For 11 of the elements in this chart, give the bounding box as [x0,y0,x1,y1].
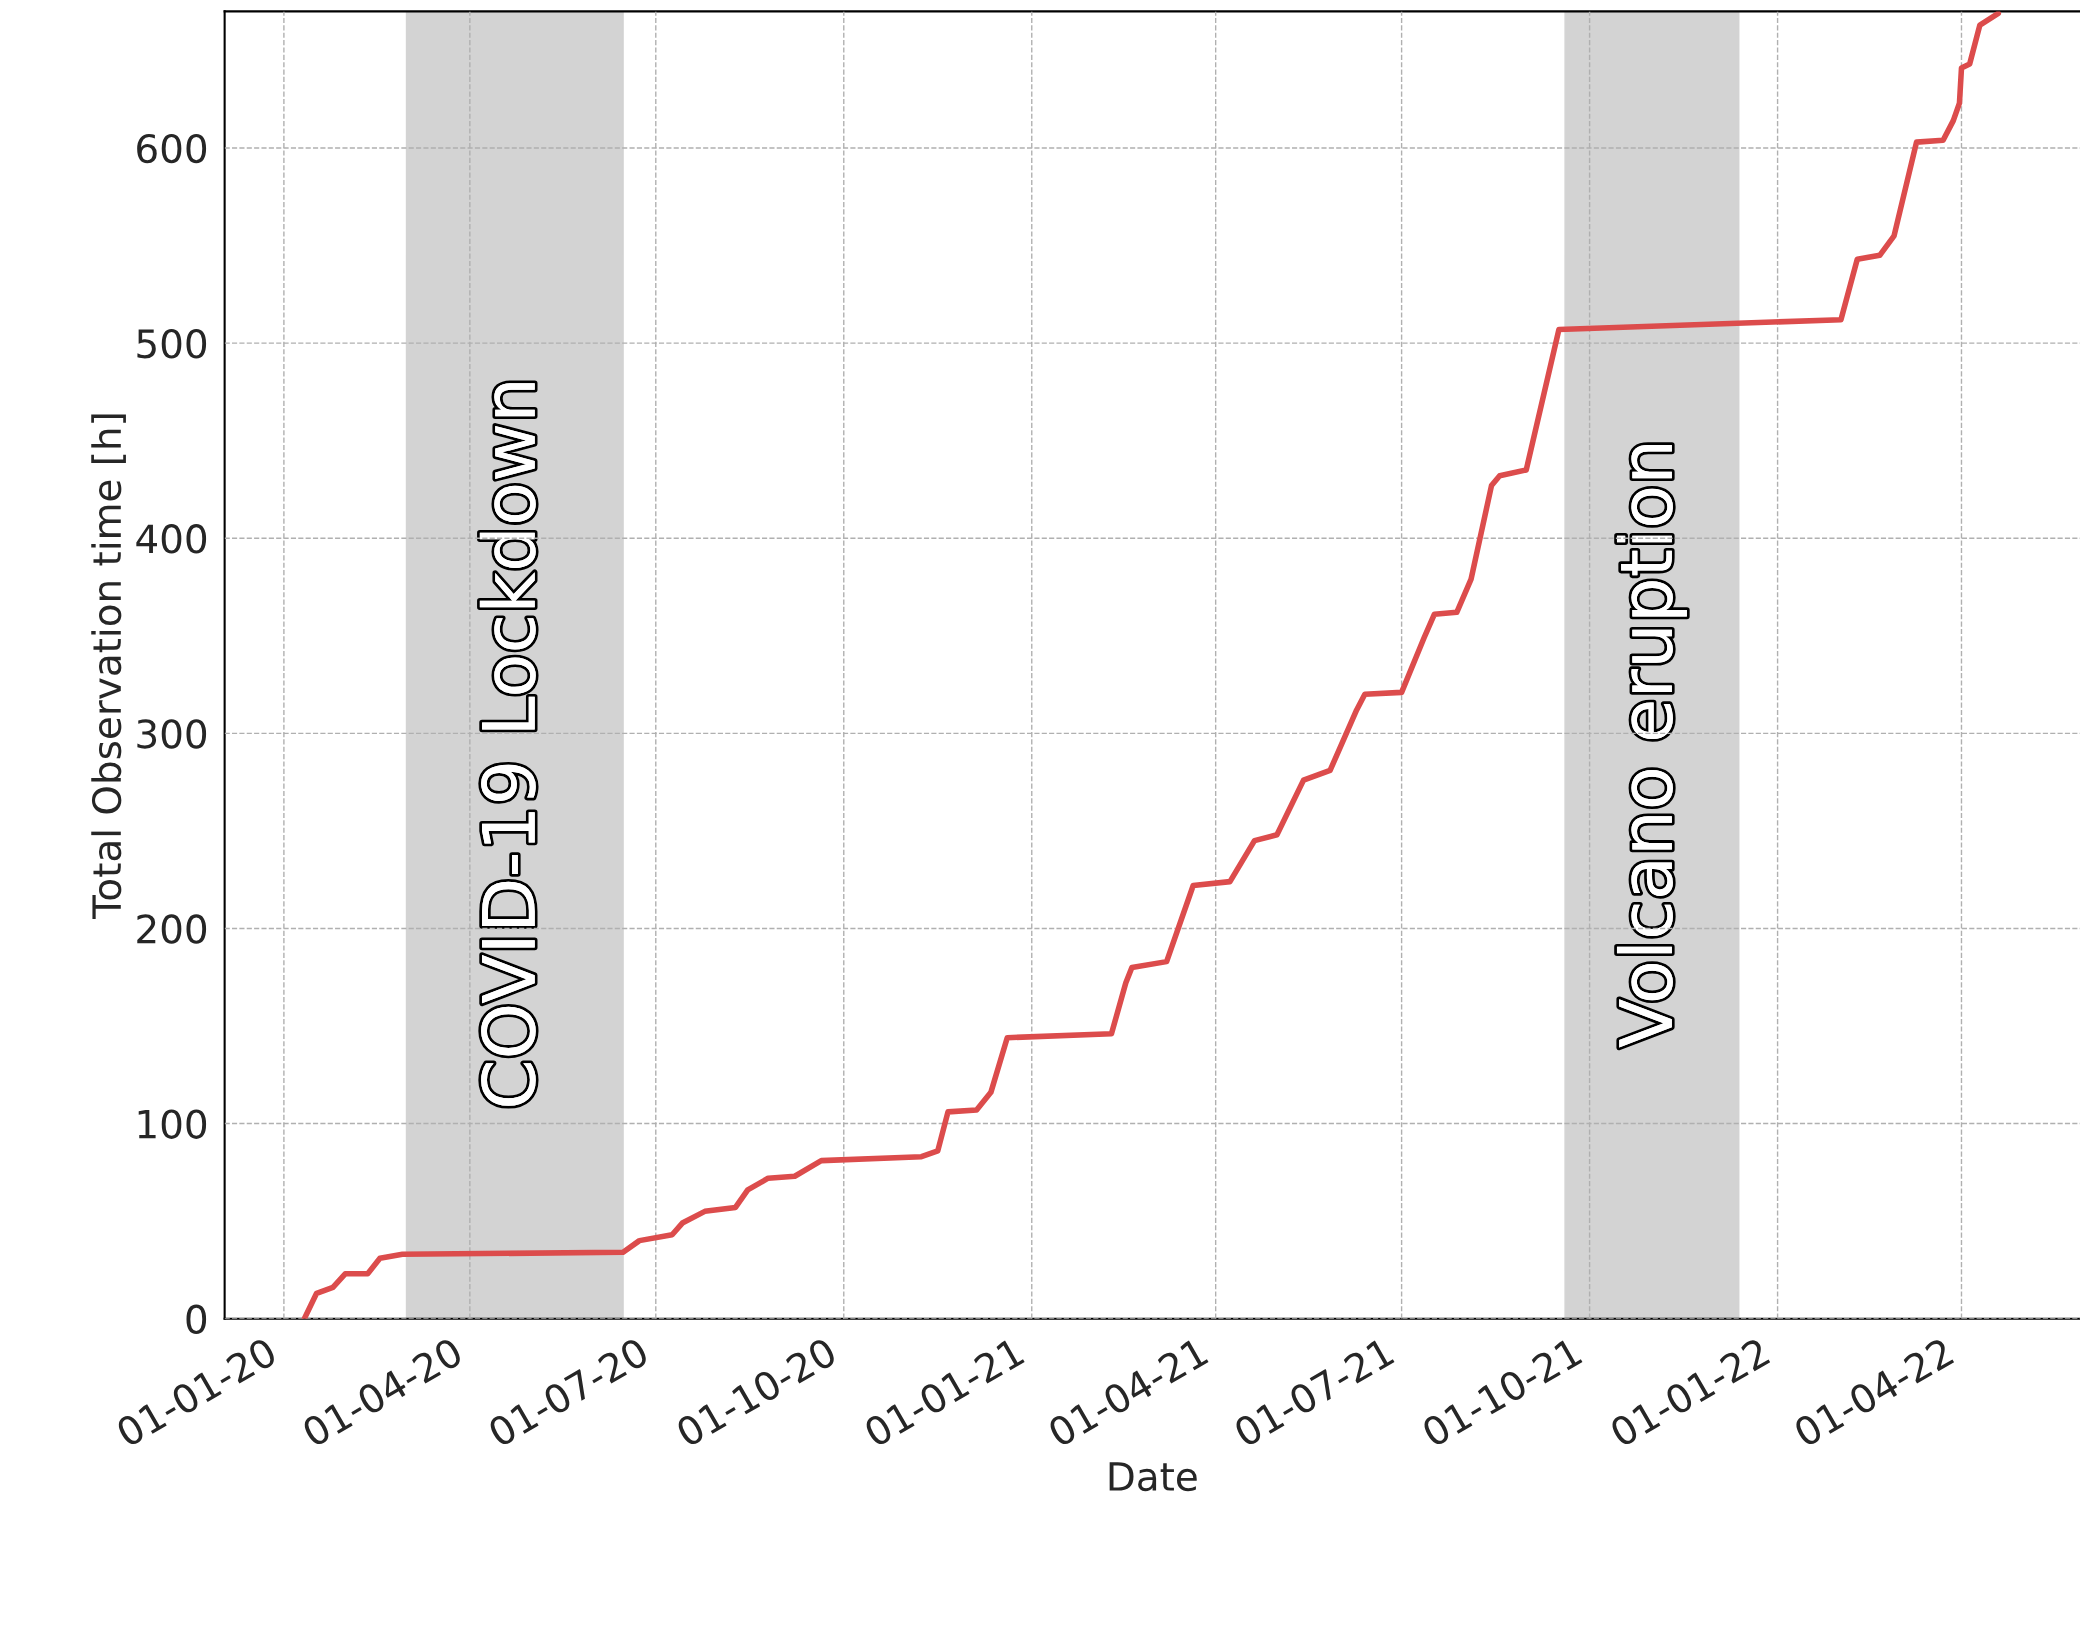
y-tick-label: 0 [186,1304,207,1335]
band-label: COVID-19 Lockdown [479,383,536,1106]
y-axis-title: Total Observation time [h] [91,414,126,919]
y-tick-label: 400 [136,524,207,554]
y-tick-label: 500 [137,329,207,359]
x-axis-title: Date [1109,1462,1197,1492]
y-tick-label: 100 [138,1109,207,1139]
y-tick-label: 600 [137,133,207,164]
y-tick-label: 300 [137,719,207,749]
y-tick-label: 200 [137,914,207,944]
band-label: Volcano eruption [1616,445,1687,1048]
